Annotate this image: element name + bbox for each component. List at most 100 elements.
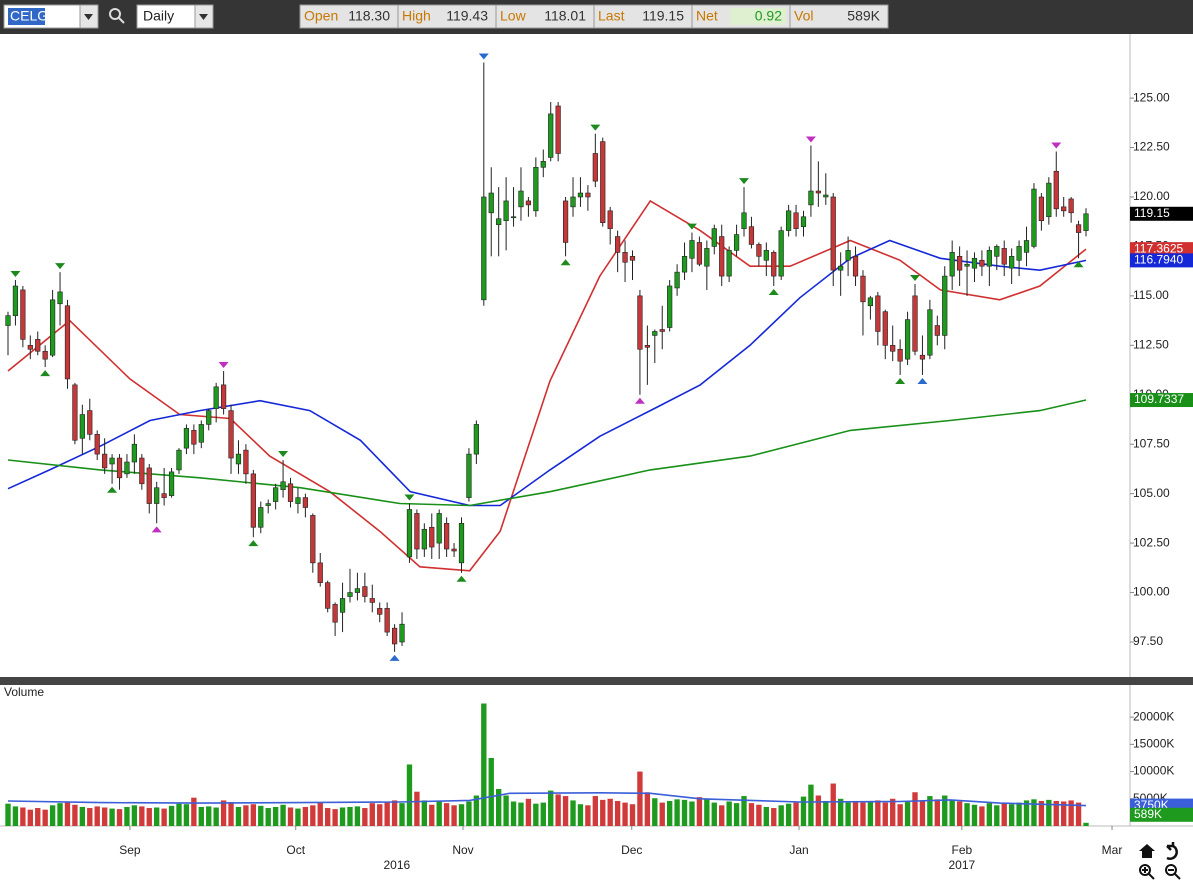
- volume-bar: [414, 791, 420, 826]
- candle-body: [265, 503, 271, 506]
- signal-marker: [478, 53, 489, 60]
- volume-bar: [800, 796, 807, 826]
- candle-body: [57, 291, 63, 305]
- candle-body: [27, 345, 33, 350]
- signal-marker: [805, 136, 816, 143]
- volume-bar: [629, 804, 636, 826]
- candle-body: [5, 315, 11, 326]
- moving-average: [7, 239, 1087, 507]
- volume-bar: [451, 805, 457, 826]
- volume-bar: [79, 806, 86, 826]
- y-tick-label: 20000K: [1133, 709, 1174, 723]
- volume-bar: [644, 792, 651, 826]
- candle-body: [302, 497, 308, 508]
- candle-body: [615, 236, 621, 253]
- volume-bar: [1038, 800, 1045, 826]
- candle-body: [444, 523, 450, 550]
- volume-bar: [771, 808, 777, 826]
- volume-bar: [161, 808, 167, 826]
- volume-bar: [763, 806, 769, 826]
- volume-bar: [585, 805, 591, 826]
- volume-bar: [391, 800, 398, 826]
- volume-bar: [384, 802, 390, 826]
- candle-body: [815, 190, 821, 194]
- panel-separator: [0, 677, 1193, 685]
- candle-body: [473, 424, 479, 455]
- year-label: 2016: [383, 858, 410, 872]
- volume-bar: [198, 806, 204, 826]
- zoom-out-icon[interactable]: [1165, 864, 1177, 876]
- candle-body: [496, 218, 502, 225]
- y-tick-label: 122.50: [1133, 140, 1170, 154]
- candle-body: [503, 200, 509, 222]
- volume-bar: [154, 807, 160, 826]
- zoom-in-icon[interactable]: [1139, 864, 1151, 876]
- volume-bar: [258, 805, 264, 826]
- candle-body: [273, 487, 279, 502]
- candle-body: [786, 210, 792, 231]
- signal-marker: [895, 377, 906, 384]
- candle-body: [377, 608, 383, 615]
- volume-bar: [458, 804, 465, 826]
- candle-body: [674, 271, 680, 289]
- volume-bar: [577, 804, 584, 826]
- signal-marker: [40, 370, 51, 377]
- candle-body: [1068, 198, 1074, 214]
- volume-bar: [339, 807, 346, 826]
- candle-body: [726, 250, 732, 277]
- candle-body: [904, 319, 911, 360]
- volume-bar: [176, 803, 182, 826]
- volume-bar: [362, 808, 368, 826]
- home-icon[interactable]: [1139, 844, 1155, 858]
- candle-body: [808, 190, 814, 206]
- candle-body: [778, 230, 784, 277]
- volume-bar: [793, 802, 799, 826]
- quote-label: Open: [304, 8, 338, 24]
- volume-bar: [57, 803, 63, 826]
- volume-bar: [555, 794, 561, 826]
- volume-bar: [443, 803, 450, 826]
- volume-bar: [436, 801, 442, 826]
- candle-body: [339, 598, 346, 613]
- volume-bar: [719, 805, 725, 826]
- volume-bar: [1061, 801, 1067, 826]
- toolbar-controls: CELG Daily Open 118.30 High 119.43 Low 118.01…: [3, 4, 889, 29]
- interval: Daily: [143, 8, 174, 24]
- dropdown-arrow: [84, 14, 93, 20]
- candle-body: [50, 299, 56, 356]
- volume-bar: [540, 802, 546, 826]
- search-icon[interactable]: [109, 8, 121, 20]
- volume-bar: [94, 806, 100, 826]
- candle-body: [287, 483, 294, 502]
- signal-marker: [404, 494, 415, 501]
- volume-bar: [659, 802, 665, 826]
- candle-body: [741, 212, 747, 229]
- volume-bar: [882, 802, 888, 826]
- signal-marker: [1051, 142, 1062, 149]
- candle-body: [280, 481, 286, 490]
- y-tick-label: 115.00: [1133, 288, 1169, 302]
- candle-body: [838, 265, 844, 271]
- volume-bar: [778, 805, 784, 826]
- candle-body: [354, 588, 361, 593]
- candle-body: [1083, 213, 1089, 231]
- candle-body: [942, 275, 948, 336]
- signal-marker: [151, 526, 162, 533]
- candle-body: [1061, 206, 1067, 212]
- y-tick-label: 97.50: [1133, 634, 1163, 648]
- volume-bar: [652, 798, 658, 826]
- undo-icon[interactable]: [1166, 842, 1178, 860]
- candle-body: [696, 242, 703, 265]
- candle-body: [399, 623, 405, 643]
- volume-bar: [548, 790, 554, 826]
- volume-bar: [904, 802, 911, 826]
- volume-bar: [748, 803, 755, 826]
- candle-body: [391, 627, 398, 645]
- volume-bar: [614, 800, 621, 826]
- volume-bar: [27, 809, 33, 826]
- volume-bar: [956, 801, 963, 826]
- candle-body: [154, 487, 160, 504]
- volume-bar: [488, 757, 494, 826]
- candle-body: [1075, 224, 1082, 233]
